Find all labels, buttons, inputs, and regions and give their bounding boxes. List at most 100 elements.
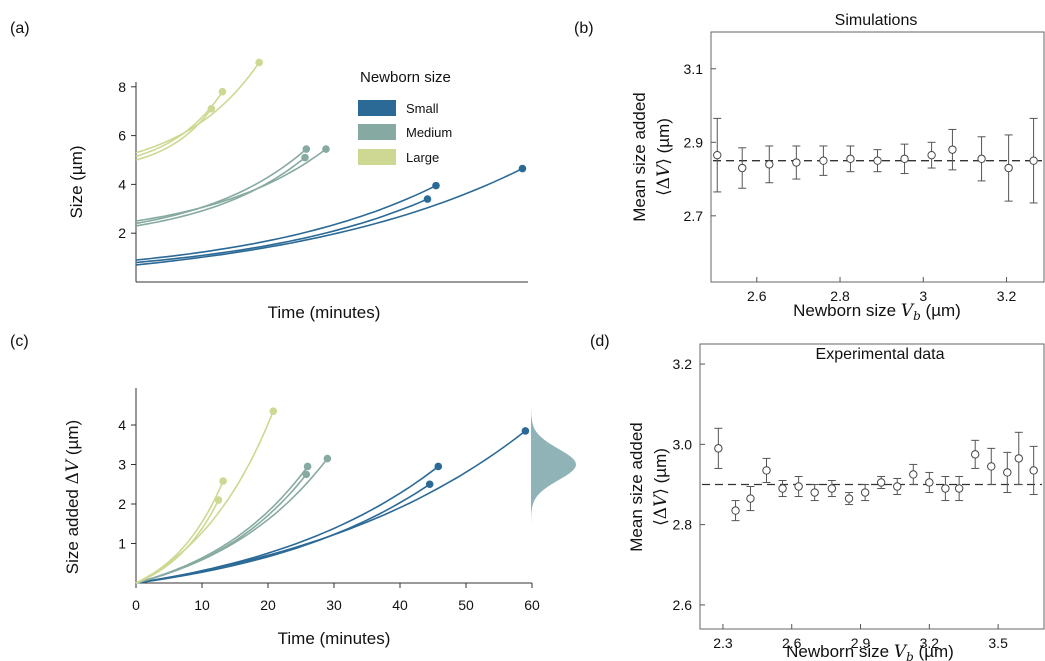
a-curve-large [135, 91, 224, 158]
c-xtick-label: 40 [392, 597, 408, 613]
panel-b-x-title: Newborn size Vb (µm) [793, 301, 961, 323]
a-curve-large [135, 61, 260, 154]
data-point [794, 482, 803, 491]
data-point [819, 156, 828, 165]
data-point [792, 158, 801, 167]
panel-d: (d) Experimental data 2.3 2.6 2.9 3.2 3.5 2.6… [590, 333, 1045, 661]
panel-a-y-ticks: 2 4 6 8 [118, 79, 136, 241]
c-xtick-label: 0 [132, 597, 140, 613]
c-endpoint-medium [303, 462, 312, 471]
c-xtick-label: 20 [260, 597, 276, 613]
a-curve-medium [135, 148, 327, 222]
panel-d-y-title: Mean size added ⟨ΔV⟩ (µm) [627, 422, 671, 551]
data-point [948, 145, 957, 154]
c-curve-small [135, 465, 439, 584]
data-point [1029, 156, 1038, 165]
data-point [1003, 468, 1012, 477]
data-point [731, 506, 740, 515]
data-point [713, 150, 722, 160]
data-point [860, 488, 870, 497]
legend-swatch-medium [358, 124, 396, 140]
data-point [762, 466, 771, 475]
xtick-label: 2.3 [713, 635, 733, 651]
data-point [954, 484, 964, 493]
panel-a: (a) 2 4 6 8 Time (minutes) Size (µm) Newbor… [10, 20, 528, 322]
legend-label-small: Small [406, 101, 439, 116]
panel-d-plot: 2.3 2.6 2.9 3.2 3.5 2.6 2.8 3.0 3.2 [673, 356, 1042, 651]
c-xtick-label: 10 [194, 597, 210, 613]
panel-d-label: (d) [590, 333, 610, 350]
c-ytick-label: 2 [118, 496, 126, 512]
data-point [846, 154, 855, 164]
a-curve-small [135, 184, 437, 261]
data-point [977, 154, 986, 164]
c-ytick-label: 1 [118, 536, 126, 552]
panel-a-label: (a) [10, 20, 30, 37]
a-ytick-label: 4 [118, 176, 126, 192]
data-point [1029, 466, 1038, 475]
xtick-label: 3.2 [920, 635, 940, 651]
a-endpoint-large [218, 87, 227, 96]
data-point [765, 160, 774, 169]
panel-a-y-title: Size (µm) [67, 145, 86, 218]
data-point [827, 484, 837, 493]
data-point [927, 150, 936, 160]
legend-swatch-large [358, 149, 396, 165]
c-ytick-label: 3 [118, 457, 126, 473]
c-endpoint-small [434, 462, 443, 471]
panel-d-title: Experimental data [816, 346, 945, 363]
data-point [844, 494, 854, 503]
panel-a-x-title: Time (minutes) [268, 303, 381, 322]
a-ytick-label: 2 [118, 225, 126, 241]
data-point [738, 163, 747, 173]
panel-c-x-title: Time (minutes) [278, 629, 391, 648]
svg-text:⟨ΔV⟩ (µm): ⟨ΔV⟩ (µm) [651, 448, 671, 526]
panel-b-plot: 2.6 2.8 3 3.2 2.7 2.9 3.1 [684, 61, 1042, 304]
panel-c-y-title: Size added ΔV (µm) [63, 420, 83, 574]
c-endpoint-large [219, 477, 227, 485]
ytick-label: 2.6 [673, 597, 693, 613]
data-point [714, 444, 723, 453]
ytick-label: 3.0 [673, 436, 693, 452]
data-point [810, 488, 819, 497]
ytick-label: 2.7 [684, 208, 704, 224]
data-point [873, 156, 882, 165]
panel-b-label: (b) [574, 20, 594, 37]
data-point [971, 450, 980, 459]
c-endpoint-medium [302, 470, 311, 479]
a-endpoint-medium [301, 153, 309, 162]
c-curve-medium [135, 458, 329, 584]
c-curve-small [135, 483, 431, 584]
xtick-label: 2.9 [851, 635, 871, 651]
data-point [987, 462, 996, 471]
c-xtick-label: 30 [326, 597, 342, 613]
legend-label-large: Large [406, 150, 439, 165]
c-endpoint-large [214, 496, 223, 504]
xtick-label: 2.6 [782, 635, 802, 651]
a-curve-small [135, 198, 428, 264]
c-endpoint-small [521, 427, 530, 435]
data-point [909, 470, 918, 479]
size-added-distribution [531, 385, 576, 583]
c-xtick-label: 50 [458, 597, 474, 613]
svg-text:⟨ΔV⟩ (µm): ⟨ΔV⟩ (µm) [654, 118, 674, 196]
ytick-label: 2.9 [684, 134, 704, 150]
xtick-label: 2.6 [747, 288, 767, 304]
xtick-label: 3.5 [988, 635, 1008, 651]
data-point [893, 482, 902, 491]
ytick-label: 3.2 [673, 356, 693, 372]
c-ytick-label: 4 [118, 417, 126, 433]
a-curve-medium [135, 156, 306, 227]
data-point [876, 478, 886, 487]
c-curve-large [135, 410, 275, 584]
panel-c-curves [135, 407, 530, 584]
svg-text:Mean size added: Mean size added [630, 92, 649, 221]
c-endpoint-small [425, 480, 434, 489]
svg-text:Mean size added: Mean size added [627, 422, 646, 551]
a-curve-medium [135, 148, 307, 225]
data-point [1004, 163, 1013, 173]
a-endpoint-small [423, 195, 432, 203]
data-point [746, 494, 755, 503]
